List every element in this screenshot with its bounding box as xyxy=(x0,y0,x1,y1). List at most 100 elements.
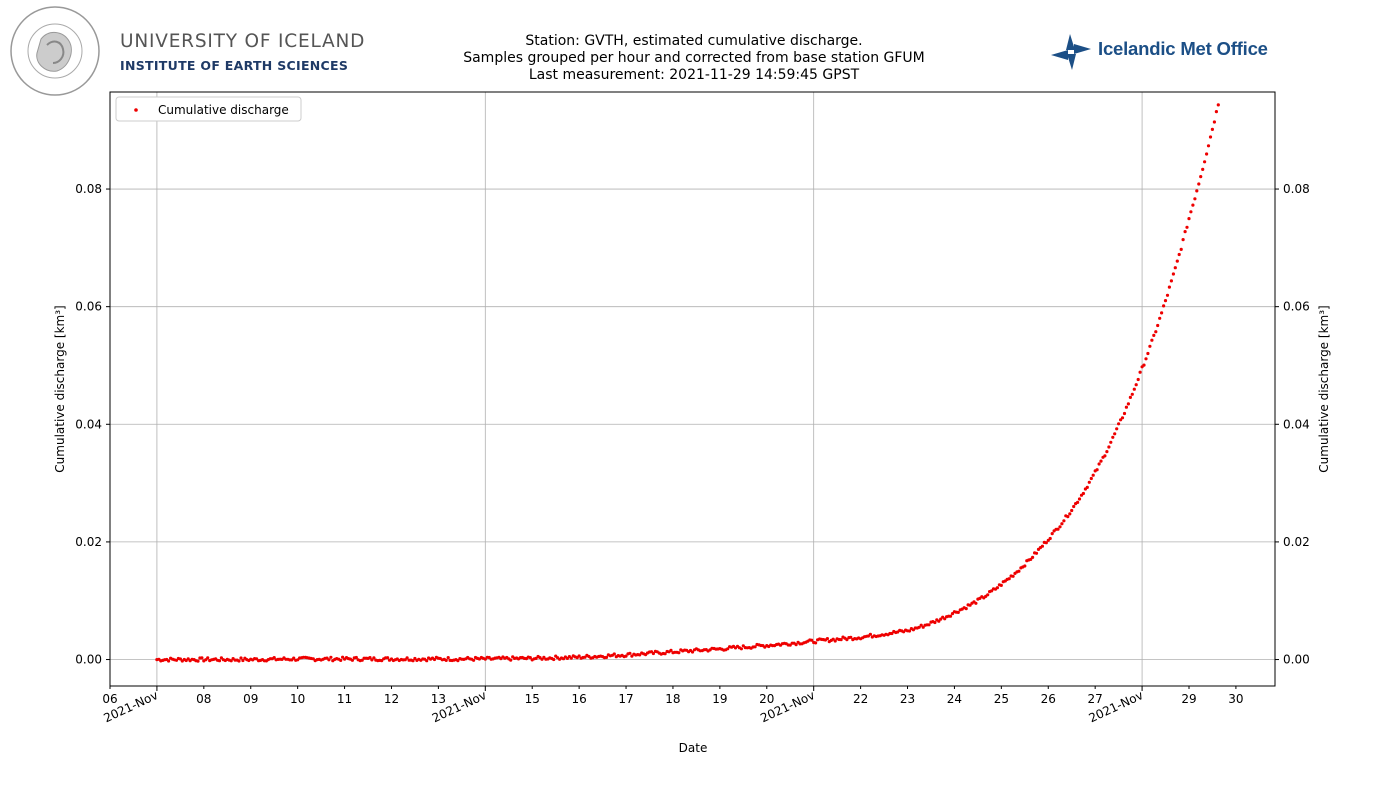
x-minor-tick-label: 06 xyxy=(102,692,117,706)
data-point xyxy=(677,651,681,655)
data-point xyxy=(927,623,931,627)
data-point xyxy=(839,638,843,642)
data-point xyxy=(272,656,276,660)
y-axis-right: 0.00 0.02 0.04 0.06 0.08 xyxy=(1275,182,1310,667)
data-point xyxy=(1189,210,1193,214)
data-point xyxy=(178,657,182,661)
data-point xyxy=(1142,363,1146,367)
data-point xyxy=(1128,395,1132,399)
data-point xyxy=(1146,351,1150,356)
data-point xyxy=(1089,476,1093,481)
data-point xyxy=(206,656,210,660)
data-point xyxy=(1212,120,1216,124)
data-point xyxy=(995,586,1000,590)
data-point xyxy=(200,656,204,660)
university-name: UNIVERSITY OF ICELAND xyxy=(120,31,366,52)
data-point xyxy=(1072,504,1076,509)
data-point xyxy=(196,659,200,663)
data-point xyxy=(1185,225,1189,229)
data-point xyxy=(413,656,417,661)
data-point xyxy=(794,643,798,647)
x-axis-label: Date xyxy=(679,741,708,755)
data-point xyxy=(810,638,814,642)
data-point xyxy=(292,656,296,660)
y-tick-label-left: 0.04 xyxy=(75,417,102,431)
data-point xyxy=(999,583,1003,588)
data-point xyxy=(1048,536,1052,541)
data-point xyxy=(1158,316,1162,320)
data-point xyxy=(1120,416,1125,420)
data-point xyxy=(1150,338,1154,342)
data-point xyxy=(1091,473,1095,477)
data-point xyxy=(432,657,437,662)
data-point xyxy=(1162,304,1166,308)
data-point xyxy=(690,650,695,654)
data-point xyxy=(1206,144,1211,148)
y-tick-label-right: 0.00 xyxy=(1283,653,1310,667)
data-point xyxy=(1066,515,1070,519)
data-point xyxy=(1148,344,1152,348)
data-point xyxy=(405,656,409,660)
y-tick-label-right: 0.04 xyxy=(1283,417,1310,431)
data-point xyxy=(1081,491,1085,496)
data-point xyxy=(1095,468,1099,472)
data-point xyxy=(1034,551,1039,555)
data-point xyxy=(739,647,744,651)
data-point xyxy=(917,625,921,629)
y-axis-label-right: Cumulative discharge [km³] xyxy=(1317,305,1331,472)
data-point xyxy=(1099,459,1103,463)
data-point xyxy=(1130,392,1134,396)
x-minor-tick-label: 18 xyxy=(665,692,680,706)
data-point xyxy=(1134,383,1138,387)
x-minor-tick-label: 10 xyxy=(290,692,305,706)
legend-marker xyxy=(134,108,138,112)
data-point xyxy=(1210,127,1214,131)
y-tick-label-right: 0.06 xyxy=(1283,300,1310,314)
data-point xyxy=(1154,330,1158,334)
x-minor-tick-label: 11 xyxy=(337,692,352,706)
data-point xyxy=(845,638,849,642)
data-point xyxy=(1205,152,1209,156)
data-point xyxy=(341,655,345,659)
data-point xyxy=(444,658,448,663)
data-point xyxy=(1113,432,1117,436)
data-point xyxy=(1136,377,1140,382)
data-point xyxy=(849,635,853,639)
data-point xyxy=(1197,182,1201,186)
data-point xyxy=(1169,279,1173,283)
institute-name: INSTITUTE OF EARTH SCIENCES xyxy=(120,58,349,73)
data-point xyxy=(1062,519,1066,523)
data-point xyxy=(939,617,943,621)
data-point xyxy=(651,651,656,656)
data-point xyxy=(1117,422,1121,426)
data-point xyxy=(1183,230,1187,234)
x-axis: 06 08 09 10 11 12 13 15 16 17 18 19 20 22 23 24 25 26 27 29… xyxy=(101,686,1244,725)
data-point xyxy=(669,648,673,653)
data-point xyxy=(1193,197,1197,201)
data-point xyxy=(638,653,642,657)
data-point xyxy=(964,607,968,611)
x-minor-tick-label: 25 xyxy=(994,692,1009,706)
data-point xyxy=(1187,217,1191,221)
data-point xyxy=(167,659,171,663)
x-minor-tick-label: 24 xyxy=(947,692,962,706)
data-point xyxy=(219,656,223,660)
data-point xyxy=(217,659,222,663)
legend-entry: Cumulative discharge xyxy=(158,103,289,117)
data-point xyxy=(1017,569,1021,573)
gridlines xyxy=(110,92,1275,686)
x-minor-tick-label: 19 xyxy=(712,692,727,706)
y-tick-label-left: 0.00 xyxy=(75,653,102,667)
data-point xyxy=(1105,450,1109,454)
data-point xyxy=(528,656,532,660)
x-minor-tick-label: 16 xyxy=(571,692,586,706)
data-point xyxy=(1011,574,1015,578)
data-point xyxy=(1201,167,1205,171)
data-point xyxy=(1124,405,1128,409)
data-point xyxy=(1111,435,1115,439)
data-point xyxy=(577,654,581,658)
data-point xyxy=(241,658,245,663)
data-point xyxy=(1029,557,1033,562)
data-point xyxy=(825,637,830,641)
